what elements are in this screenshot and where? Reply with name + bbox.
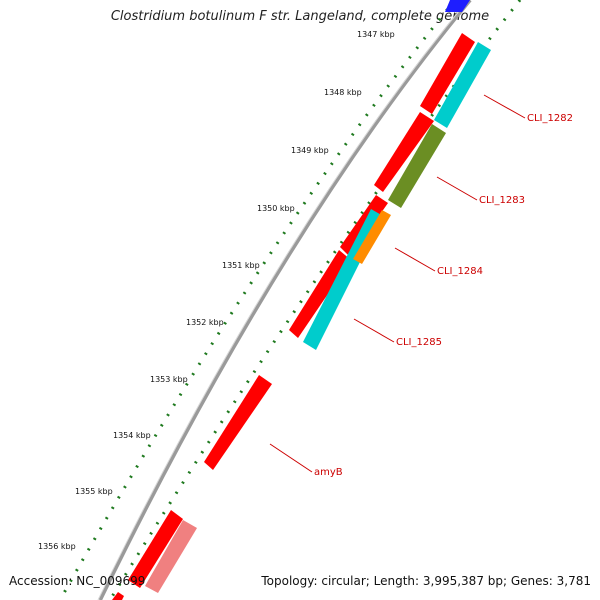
topology-label: Topology: circular; Length: 3,995,387 bp… (261, 574, 591, 588)
gene-red-7 (112, 592, 124, 600)
genome-backbone (98, 0, 472, 600)
genome-backbone-highlight (97, 0, 469, 600)
tick-label-1351: 1351 kbp (222, 261, 260, 270)
gene-red-5 (204, 375, 272, 470)
gene-red-2 (374, 112, 434, 192)
tick-label-1349: 1349 kbp (291, 146, 329, 155)
gene-label-amyb[interactable]: amyB (314, 467, 343, 478)
accession-label: Accession: NC_009699 (9, 574, 146, 588)
tick-label-1352: 1352 kbp (186, 318, 224, 327)
tick-label-1355: 1355 kbp (75, 487, 113, 496)
tick-label-1354: 1354 kbp (113, 431, 151, 440)
gene-cyan-1 (434, 42, 491, 128)
gene-pale (145, 520, 197, 593)
blue-feature (445, 0, 470, 12)
tick-label-1356: 1356 kbp (38, 542, 76, 551)
tick-label-1347: 1347 kbp (357, 30, 395, 39)
gene-red-6 (128, 510, 183, 588)
gene-label-cli1284[interactable]: CLI_1284 (437, 266, 483, 277)
gene-red-4 (289, 250, 351, 338)
gene-olive (388, 124, 446, 208)
gene-orange (353, 210, 391, 264)
gene-label-cli1285[interactable]: CLI_1285 (396, 337, 442, 348)
gene-label-connectors (269, 94, 526, 473)
gene-label-cli1282[interactable]: CLI_1282 (527, 113, 573, 124)
tick-label-1350: 1350 kbp (257, 204, 295, 213)
tick-label-1348: 1348 kbp (324, 88, 362, 97)
tick-label-1353: 1353 kbp (150, 375, 188, 384)
inner-tick-ring (58, 0, 457, 600)
map-title: Clostridium botulinum F str. Langeland, … (110, 9, 490, 24)
gene-label-cli1283[interactable]: CLI_1283 (479, 195, 525, 206)
gene-red-1 (420, 33, 475, 114)
